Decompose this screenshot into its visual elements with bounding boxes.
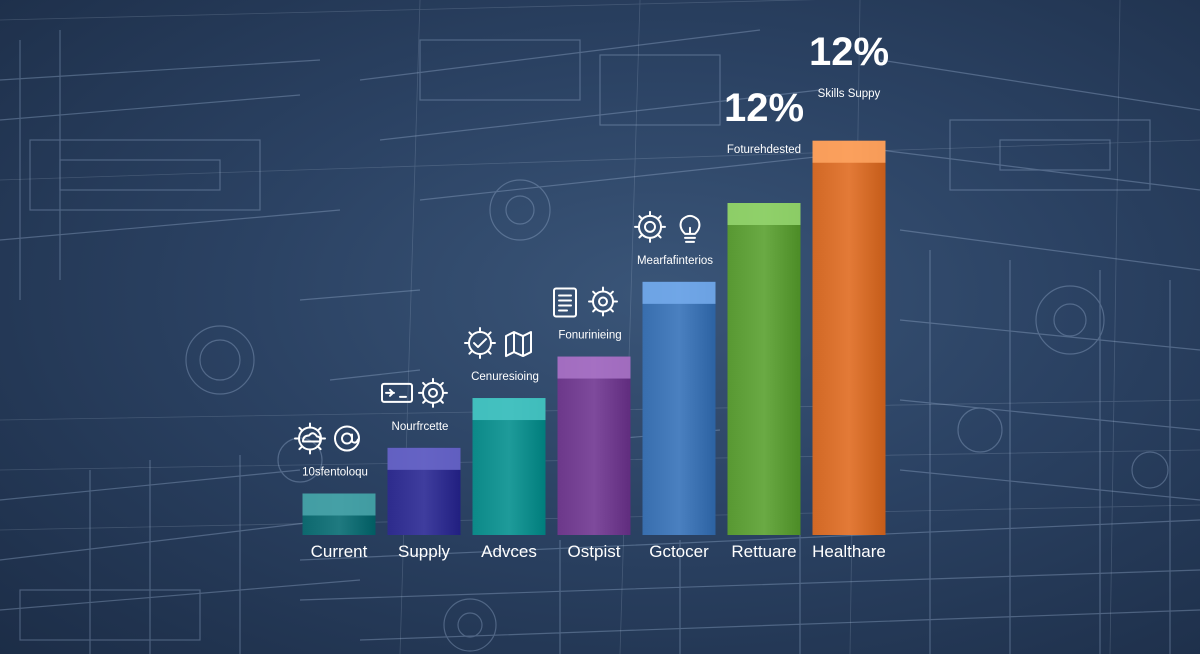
bar-gctocer <box>642 281 716 535</box>
bars-layer <box>302 140 886 535</box>
category-label: Gctocer <box>649 542 709 561</box>
bar-top-rettuare <box>727 203 801 225</box>
annotation-label: Nourfrcette <box>392 421 449 433</box>
bar-top-current <box>302 493 376 516</box>
annotation-label: Fonurinieing <box>558 330 621 342</box>
category-label: Ostpist <box>568 542 621 561</box>
gear-icon <box>588 286 618 317</box>
annotation-label: Skills Suppy <box>818 88 881 100</box>
bar-top-ostpist <box>557 356 631 379</box>
category-labels: Current Supply Advces Ostpist Gctocer Rettuar… <box>311 542 886 561</box>
category-label: Supply <box>398 542 450 561</box>
document-icon <box>553 287 577 318</box>
annotations-layer: 10sfentoloqu Nourfrcette Cenuresioing Fonur… <box>294 30 889 479</box>
highlight-value: 12% <box>724 86 804 130</box>
at-icon <box>334 425 360 452</box>
annotation-label: Cenuresioing <box>471 371 539 383</box>
bar-rettuare <box>727 203 801 535</box>
highlight-value: 12% <box>809 30 889 74</box>
annotation-label: 10sfentoloqu <box>302 467 368 479</box>
bar-ostpist <box>557 356 631 535</box>
bar-top-healthare <box>812 140 886 163</box>
lightbulb-icon <box>679 214 701 243</box>
category-label: Advces <box>481 542 537 561</box>
gear-face-icon <box>634 210 666 243</box>
bar-top-gctocer <box>642 281 716 304</box>
category-label: Healthare <box>812 542 886 561</box>
bar-top-advces <box>472 398 546 421</box>
bar-healthare <box>812 140 886 535</box>
gear-icon <box>418 377 448 408</box>
gear-cloud-icon <box>294 422 326 455</box>
map-icon <box>505 331 532 358</box>
bar-top-supply <box>387 447 461 470</box>
annotation-label: Mearfafinterios <box>637 255 713 267</box>
bar-advces <box>472 398 546 535</box>
category-label: Rettuare <box>731 542 796 561</box>
gear-check-icon <box>464 327 496 360</box>
card-icon <box>381 382 413 403</box>
category-label: Current <box>311 542 368 561</box>
annotation-label: Foturehdested <box>727 144 801 156</box>
